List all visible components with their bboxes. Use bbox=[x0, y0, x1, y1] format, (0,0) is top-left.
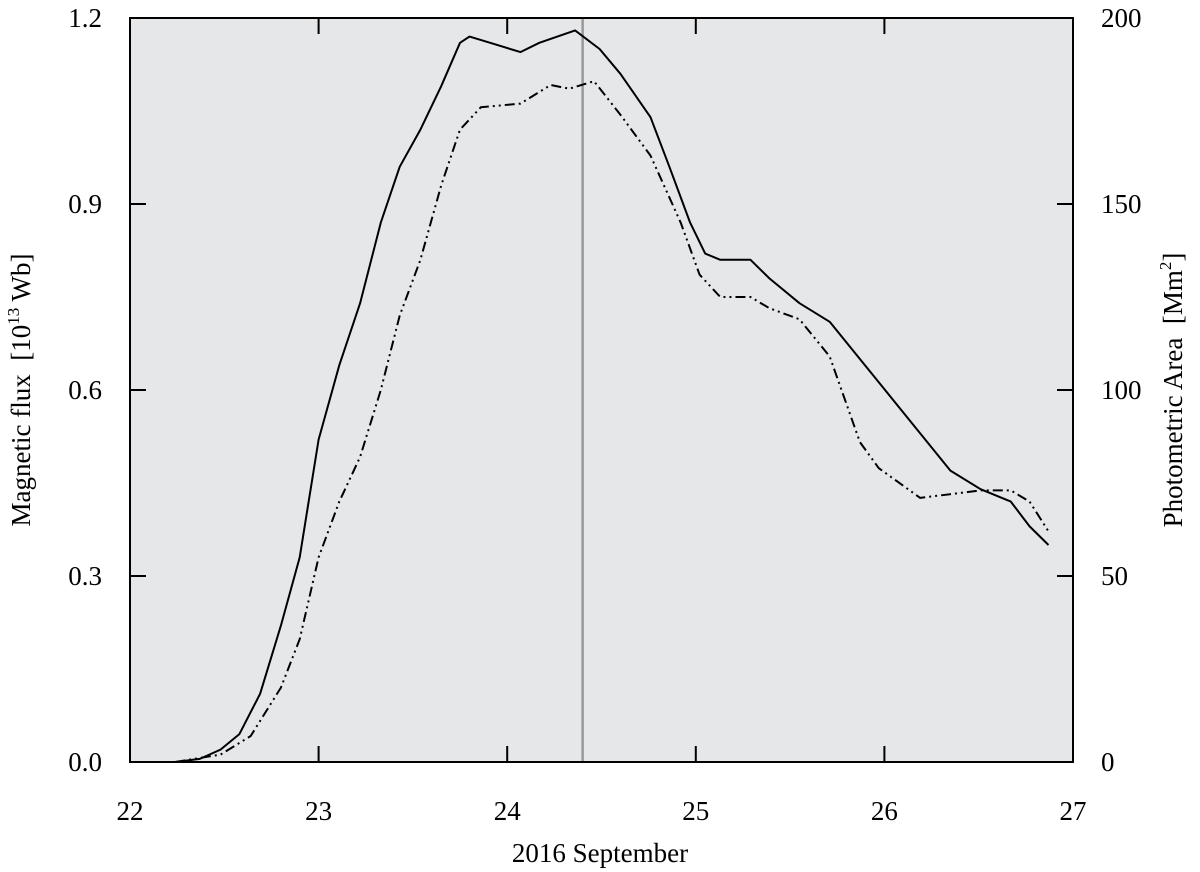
y-tick-label: 0.6 bbox=[68, 375, 102, 405]
y-tick-label: 0.3 bbox=[68, 561, 102, 591]
y2-axis-label: Photometric Area [Mm2] bbox=[1156, 253, 1188, 528]
y2-axis-label-superscript: 2 bbox=[1156, 262, 1175, 271]
y2-tick-label: 200 bbox=[1101, 3, 1142, 33]
y-axis-label: Magnetic flux [1013 Wb] bbox=[4, 254, 36, 527]
y2-tick-label: 150 bbox=[1101, 189, 1142, 219]
y2-tick-label: 0 bbox=[1101, 747, 1115, 777]
data-line bbox=[175, 80, 1050, 763]
x-tick-label: 22 bbox=[117, 796, 144, 826]
y-tick-label: 0.9 bbox=[68, 189, 102, 219]
x-tick-label: 24 bbox=[494, 796, 522, 826]
y2-tick-label: 100 bbox=[1101, 375, 1142, 405]
plot-frame bbox=[129, 17, 1074, 763]
x-tick-label: 25 bbox=[682, 796, 709, 826]
y-axis-label-text: Magnetic flux [10 bbox=[6, 325, 36, 527]
y-tick-label: 1.2 bbox=[68, 3, 102, 33]
y2-axis-label-tail: ] bbox=[1158, 253, 1188, 262]
y2-tick-label: 50 bbox=[1101, 561, 1128, 591]
x-tick-label: 26 bbox=[871, 796, 898, 826]
y-tick-label: 0.0 bbox=[68, 747, 102, 777]
y-axis-label-tail: Wb] bbox=[6, 254, 36, 308]
y2-axis-label-text: Photometric Area [Mm bbox=[1158, 270, 1188, 527]
x-axis-label: 2016 September bbox=[512, 838, 688, 868]
x-tick-label: 27 bbox=[1060, 796, 1087, 826]
y-axis-label-superscript: 13 bbox=[4, 308, 23, 325]
data-line bbox=[175, 29, 1050, 763]
plot-background bbox=[130, 18, 1073, 762]
x-tick-label: 23 bbox=[305, 796, 332, 826]
